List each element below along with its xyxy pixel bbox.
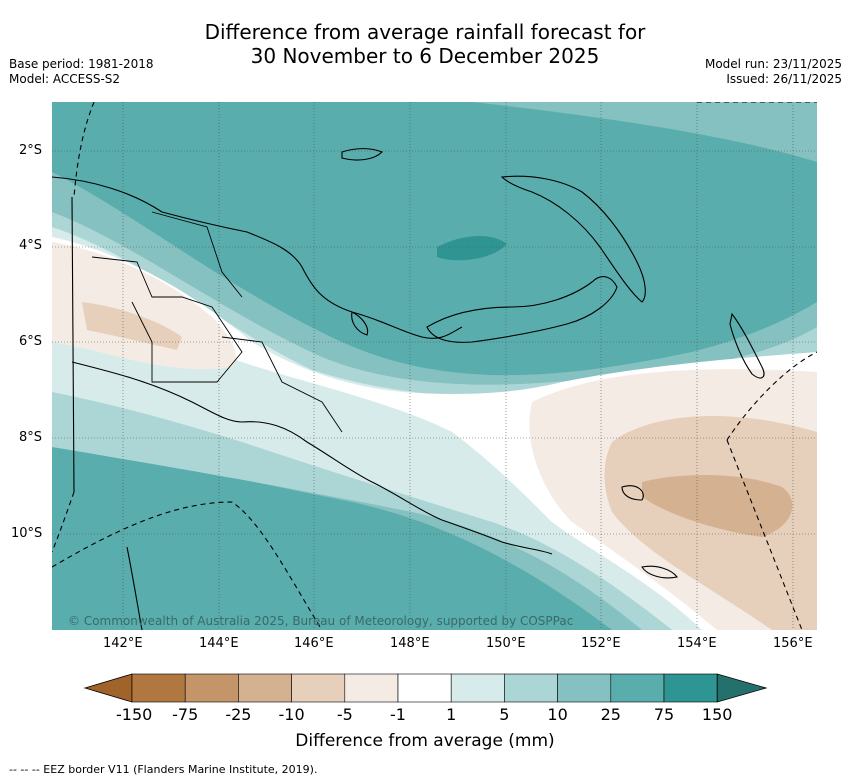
colorbar-bin bbox=[238, 673, 292, 703]
meta-left: Base period: 1981-2018 Model: ACCESS-S2 bbox=[9, 57, 154, 87]
model-run: Model run: 23/11/2025 bbox=[704, 57, 842, 71]
colorbar-bin bbox=[557, 673, 612, 703]
graticule bbox=[52, 102, 817, 630]
coastlines bbox=[52, 148, 765, 630]
colorbar-tick-label: -75 bbox=[172, 705, 199, 724]
colorbar-tick-label: 10 bbox=[547, 705, 568, 724]
colorbar-bin bbox=[610, 673, 665, 703]
colorbar-bin bbox=[131, 673, 186, 703]
colorbar-tick-label: 25 bbox=[600, 705, 621, 724]
rainfall-map bbox=[52, 102, 817, 630]
lon-label-152e: 152°E bbox=[581, 636, 621, 651]
lat-label-10s: 10°S bbox=[11, 526, 43, 541]
lon-label-144e: 144°E bbox=[199, 636, 239, 651]
colorbar-bin bbox=[184, 673, 239, 703]
lon-label-148e: 148°E bbox=[390, 636, 430, 651]
eez-footnote: -- -- -- EEZ border V11 (Flanders Marine… bbox=[9, 763, 318, 776]
colorbar-title: Difference from average (mm) bbox=[295, 731, 555, 751]
base-period: Base period: 1981-2018 bbox=[9, 57, 154, 71]
colorbar-tick-label: -10 bbox=[278, 705, 305, 724]
colorbar-tick-label: -25 bbox=[225, 705, 252, 724]
colorbar-bin bbox=[397, 673, 452, 703]
colorbar-tick-label: 1 bbox=[446, 705, 457, 724]
colorbar-tick-label: -5 bbox=[336, 705, 353, 724]
colorbar-tick-label: 150 bbox=[701, 705, 733, 724]
colorbar-extend-high bbox=[716, 673, 768, 703]
colorbar-tick-label: 5 bbox=[499, 705, 510, 724]
lon-label-150e: 150°E bbox=[486, 636, 526, 651]
band-dry-west-1 bbox=[52, 242, 236, 370]
band-dry-west-2 bbox=[82, 302, 182, 350]
band-top-right bbox=[472, 102, 817, 162]
lon-label-154e: 154°E bbox=[677, 636, 717, 651]
colorbar-bin bbox=[504, 673, 558, 703]
lon-label-142e: 142°E bbox=[103, 636, 143, 651]
colorbar-bin bbox=[291, 673, 346, 703]
title-line-2: 30 November to 6 December 2025 bbox=[250, 44, 600, 68]
colorbar-bin bbox=[663, 673, 718, 703]
lon-label-156e: 156°E bbox=[773, 636, 813, 651]
lat-label-8s: 8°S bbox=[19, 430, 43, 445]
copyright-note: © Commonwealth of Australia 2025, Bureau… bbox=[68, 614, 574, 628]
issued-date: Issued: 26/11/2025 bbox=[726, 72, 842, 86]
map-title: Difference from average rainfall forecas… bbox=[0, 20, 850, 68]
lat-label-2s: 2°S bbox=[19, 143, 43, 158]
colorbar-tick-label: 75 bbox=[653, 705, 675, 724]
eez-borders bbox=[52, 102, 817, 630]
colorbar-extend-low bbox=[83, 673, 133, 703]
band-dry-east-3 bbox=[642, 475, 793, 537]
colorbar-bin bbox=[344, 673, 399, 703]
colorbar-tick-label: -150 bbox=[116, 705, 153, 724]
lon-label-146e: 146°E bbox=[294, 636, 334, 651]
title-line-1: Difference from average rainfall forecas… bbox=[204, 20, 646, 44]
band-25-75 bbox=[437, 236, 507, 261]
lat-label-4s: 4°S bbox=[19, 238, 43, 253]
lat-label-6s: 6°S bbox=[19, 334, 43, 349]
model-name: Model: ACCESS-S2 bbox=[9, 72, 121, 86]
colorbar-tick-label: -1 bbox=[390, 705, 406, 724]
colorbar bbox=[83, 673, 768, 703]
meta-right: Model run: 23/11/2025 Issued: 26/11/2025 bbox=[705, 57, 842, 87]
colorbar-bin bbox=[450, 673, 505, 703]
